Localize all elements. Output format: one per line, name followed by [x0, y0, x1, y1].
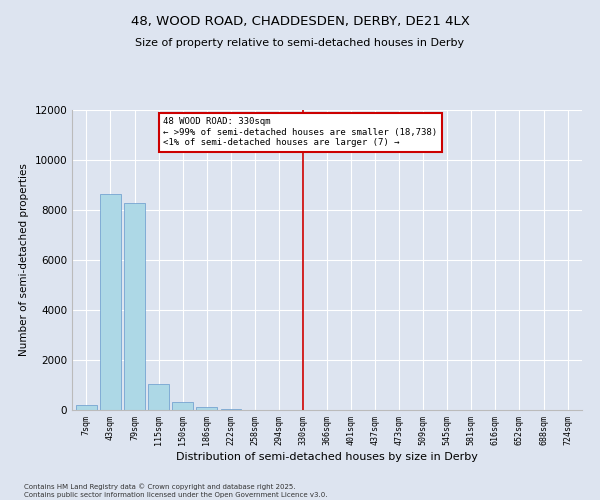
Bar [172, 402, 193, 410]
Text: Size of property relative to semi-detached houses in Derby: Size of property relative to semi-detach… [136, 38, 464, 48]
Text: Contains HM Land Registry data © Crown copyright and database right 2025.
Contai: Contains HM Land Registry data © Crown c… [24, 484, 328, 498]
Bar [221, 408, 241, 410]
X-axis label: Distribution of semi-detached houses by size in Derby: Distribution of semi-detached houses by … [176, 452, 478, 462]
Text: 48, WOOD ROAD, CHADDESDEN, DERBY, DE21 4LX: 48, WOOD ROAD, CHADDESDEN, DERBY, DE21 4… [131, 15, 469, 28]
Bar [76, 405, 97, 410]
Bar [100, 194, 121, 410]
Bar [196, 407, 217, 410]
Y-axis label: Number of semi-detached properties: Number of semi-detached properties [19, 164, 29, 356]
Text: 48 WOOD ROAD: 330sqm
← >99% of semi-detached houses are smaller (18,738)
<1% of : 48 WOOD ROAD: 330sqm ← >99% of semi-deta… [163, 118, 437, 148]
Bar [124, 202, 145, 410]
Bar [148, 384, 169, 410]
